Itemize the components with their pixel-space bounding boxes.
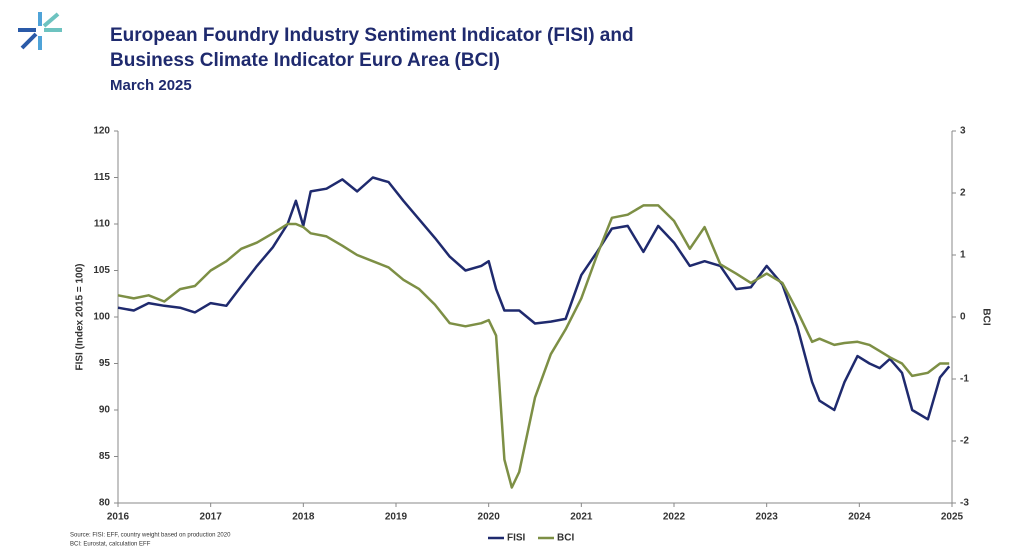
y2-axis-label: BCI (980, 308, 991, 325)
y-tick-label: 95 (99, 358, 111, 369)
x-tick-label: 2017 (200, 512, 223, 523)
series-line (117, 176, 951, 421)
x-tick-label: 2024 (848, 512, 871, 523)
x-tick-label: 2022 (663, 512, 686, 523)
x-tick-label: 2016 (107, 512, 130, 523)
source-note: Source: FISI: EFF, country weight based … (70, 533, 231, 539)
logo (18, 12, 62, 50)
x-tick-label: 2021 (570, 512, 593, 523)
y-tick-label: 90 (99, 405, 111, 416)
y2-tick-label: 2 (960, 188, 966, 199)
subtitle: March 2025 (110, 77, 192, 94)
y-tick-label: 100 (93, 312, 110, 323)
title-line: Business Climate Indicator Euro Area (BC… (110, 50, 500, 71)
y2-tick-label: -1 (960, 374, 969, 385)
series-line (117, 204, 950, 489)
x-tick-label: 2020 (478, 512, 501, 523)
legend-label: BCI (557, 533, 574, 544)
axes (117, 131, 953, 504)
source-note: BCI: Eurostat, calculation EFF (70, 542, 151, 548)
legend-label: FISI (507, 533, 526, 544)
x-tick-label: 2025 (941, 512, 964, 523)
y-tick-label: 115 (94, 172, 111, 183)
y-tick-label: 105 (93, 265, 110, 276)
y-tick-label: 85 (99, 451, 111, 462)
y-tick-label: 110 (94, 219, 111, 230)
y2-tick-label: 3 (960, 126, 966, 137)
title-line: European Foundry Industry Sentiment Indi… (110, 25, 634, 46)
y2-tick-label: -3 (960, 498, 969, 509)
y2-tick-label: -2 (960, 436, 969, 447)
x-tick-label: 2019 (385, 512, 408, 523)
y2-tick-label: 1 (960, 250, 966, 261)
y-tick-label: 120 (93, 126, 110, 137)
y2-tick-label: 0 (960, 312, 966, 323)
y-axis-label: FISI (Index 2015 = 100) (75, 264, 86, 371)
x-tick-label: 2023 (756, 512, 779, 523)
x-tick-label: 2018 (292, 512, 315, 523)
y-tick-label: 80 (99, 498, 111, 509)
